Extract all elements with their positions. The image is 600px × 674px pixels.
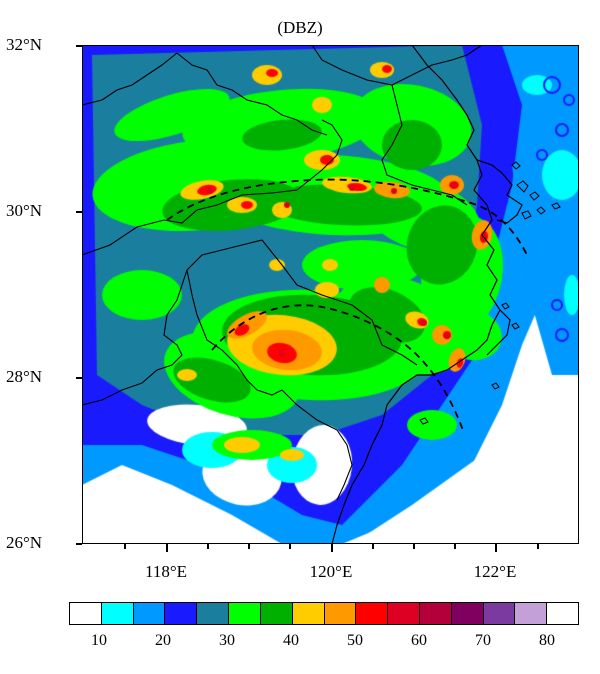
colorbar-segment xyxy=(165,603,198,624)
island-shape xyxy=(501,302,510,310)
colorbar-segment xyxy=(70,603,102,624)
lon-tick-minor xyxy=(248,544,250,549)
colorbar-segment xyxy=(133,603,166,624)
colorbar-segment xyxy=(515,603,548,624)
colorbar-segment xyxy=(260,603,293,624)
lat-tick xyxy=(76,45,82,47)
boundary-line xyxy=(82,239,263,406)
boundary-line xyxy=(82,119,343,256)
colorbar-label: 70 xyxy=(475,632,491,649)
dashed-trough-south xyxy=(211,304,465,434)
lon-tick xyxy=(331,544,333,552)
colorbar-label: 60 xyxy=(411,632,427,649)
boundary-line xyxy=(186,269,353,501)
reflectivity-field xyxy=(82,45,579,544)
lat-tick xyxy=(76,543,82,545)
colorbar-segment xyxy=(419,603,452,624)
colorbar-segment xyxy=(547,603,578,624)
colorbar-label: 80 xyxy=(539,632,555,649)
lon-tick xyxy=(166,544,168,552)
lon-tick-minor xyxy=(372,544,374,549)
colorbar-segment xyxy=(101,603,134,624)
map-title: (DBZ) xyxy=(277,18,323,37)
lat-label-26n: 26°N xyxy=(6,533,43,552)
colorbar-segment xyxy=(451,603,484,624)
lon-label-118e: 118°E xyxy=(144,562,188,581)
boundary-line xyxy=(176,52,328,136)
colorbar-label: 10 xyxy=(91,632,107,649)
colorbar-segment xyxy=(356,603,389,624)
island-shape xyxy=(491,382,500,390)
island-shape xyxy=(511,322,520,330)
lat-tick xyxy=(76,211,82,213)
lat-label-32n: 32°N xyxy=(6,35,43,54)
islands xyxy=(419,161,561,425)
island-shape xyxy=(536,206,546,215)
lon-tick-minor xyxy=(537,544,539,549)
coastline-line xyxy=(476,159,523,224)
lat-tick xyxy=(76,377,82,379)
boundary-line xyxy=(82,52,178,106)
coastline-line xyxy=(331,45,501,544)
province-boundaries xyxy=(82,45,483,501)
coastline-line xyxy=(486,309,511,356)
lat-label-30n: 30°N xyxy=(6,201,43,220)
colorbar-label: 20 xyxy=(155,632,171,649)
lon-tick-minor xyxy=(413,544,415,549)
lon-tick-minor xyxy=(289,544,291,549)
lon-label-122e: 122°E xyxy=(473,562,517,581)
lon-tick-minor xyxy=(454,544,456,549)
boundary-line xyxy=(311,45,483,86)
colorbar-segment xyxy=(292,603,325,624)
dashed-trough-north xyxy=(166,178,528,256)
island-shape xyxy=(516,180,529,193)
reflectivity-map xyxy=(82,45,579,544)
lon-label-120e: 120°E xyxy=(309,562,353,581)
trough-lines xyxy=(166,178,528,434)
island-shape xyxy=(511,161,521,170)
boundary-line xyxy=(381,84,468,206)
lon-tick-minor xyxy=(124,544,126,549)
colorbar-segment xyxy=(388,603,420,624)
colorbar xyxy=(69,602,579,625)
colorbar-label: 50 xyxy=(347,632,363,649)
lon-tick xyxy=(495,544,497,552)
colorbar-segment xyxy=(229,603,261,624)
colorbar-label: 40 xyxy=(283,632,299,649)
colorbar-segment xyxy=(197,603,230,624)
colorbar-label: 30 xyxy=(219,632,235,649)
lat-label-28n: 28°N xyxy=(6,367,43,386)
map-overlay xyxy=(82,45,561,544)
colorbar-segment xyxy=(483,603,516,624)
island-shape xyxy=(551,202,561,210)
boundary-line xyxy=(261,239,418,366)
lon-tick-minor xyxy=(207,544,209,549)
island-shape xyxy=(529,191,540,201)
island-shape xyxy=(419,417,429,425)
coastline xyxy=(331,45,523,544)
island-shape xyxy=(521,210,532,220)
colorbar-segment xyxy=(324,603,357,624)
